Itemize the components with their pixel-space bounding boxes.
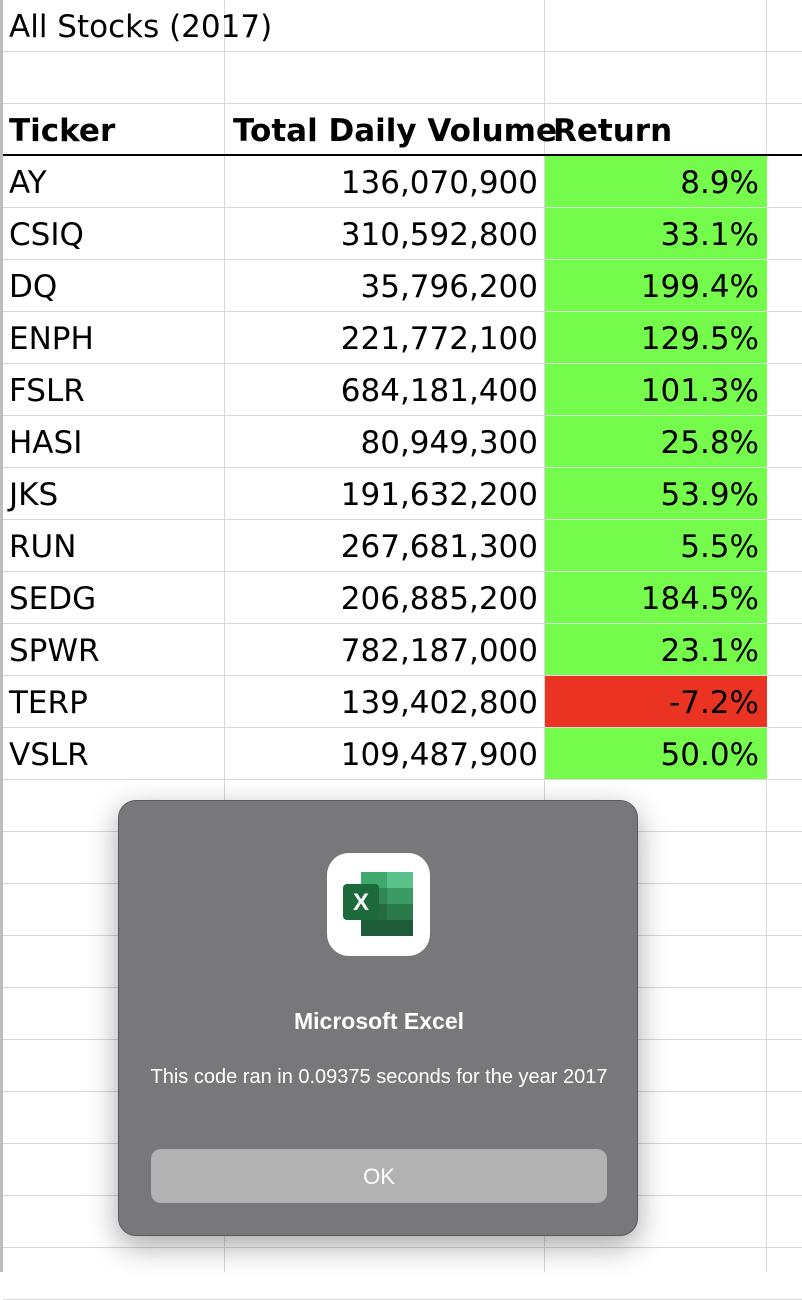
app-icon-tile: X bbox=[327, 853, 430, 956]
return-cell[interactable]: 8.9% bbox=[545, 156, 767, 207]
ticker-cell[interactable]: FSLR bbox=[9, 373, 85, 409]
ticker-cell[interactable]: DQ bbox=[9, 269, 58, 305]
volume-cell[interactable]: 684,181,400 bbox=[340, 373, 538, 409]
volume-cell[interactable]: 267,681,300 bbox=[340, 529, 538, 565]
dialog-title: Microsoft Excel bbox=[294, 1008, 464, 1034]
sheet-row-title: All Stocks (2017) bbox=[3, 0, 802, 52]
volume-cell[interactable]: 136,070,900 bbox=[340, 165, 538, 201]
table-row: SEDG 206,885,200 184.5% bbox=[3, 572, 802, 624]
ticker-cell[interactable]: AY bbox=[9, 165, 47, 201]
table-row: CSIQ 310,592,800 33.1% bbox=[3, 208, 802, 260]
table-row: HASI 80,949,300 25.8% bbox=[3, 416, 802, 468]
ticker-cell[interactable]: SEDG bbox=[9, 581, 97, 617]
ticker-cell[interactable]: TERP bbox=[9, 685, 88, 721]
volume-cell[interactable]: 139,402,800 bbox=[340, 685, 538, 721]
ticker-cell[interactable]: VSLR bbox=[9, 737, 89, 773]
return-cell[interactable]: 23.1% bbox=[545, 624, 767, 675]
return-cell[interactable]: 5.5% bbox=[545, 520, 767, 571]
table-row: SPWR 782,187,000 23.1% bbox=[3, 624, 802, 676]
table-row: JKS 191,632,200 53.9% bbox=[3, 468, 802, 520]
table-row: TERP 139,402,800 -7.2% bbox=[3, 676, 802, 728]
excel-icon: X bbox=[343, 872, 413, 936]
volume-cell[interactable]: 35,796,200 bbox=[360, 269, 539, 305]
return-cell[interactable]: 101.3% bbox=[545, 364, 767, 415]
table-row: ENPH 221,772,100 129.5% bbox=[3, 312, 802, 364]
sheet-row-empty bbox=[3, 52, 802, 104]
return-cell[interactable]: 25.8% bbox=[545, 416, 767, 467]
table-row: RUN 267,681,300 5.5% bbox=[3, 520, 802, 572]
table-row: DQ 35,796,200 199.4% bbox=[3, 260, 802, 312]
return-cell[interactable]: 199.4% bbox=[545, 260, 767, 311]
sheet-left-border bbox=[0, 0, 3, 1272]
header-return[interactable]: Return bbox=[553, 113, 673, 149]
ticker-cell[interactable]: SPWR bbox=[9, 633, 100, 669]
ok-button[interactable]: OK bbox=[151, 1149, 607, 1203]
volume-cell[interactable]: 191,632,200 bbox=[340, 477, 538, 513]
return-cell[interactable]: 53.9% bbox=[545, 468, 767, 519]
ticker-cell[interactable]: HASI bbox=[9, 425, 83, 461]
table-row: VSLR 109,487,900 50.0% bbox=[3, 728, 802, 780]
ticker-cell[interactable]: RUN bbox=[9, 529, 77, 565]
return-cell[interactable]: 184.5% bbox=[545, 572, 767, 623]
sheet-title-cell[interactable]: All Stocks (2017) bbox=[9, 9, 273, 45]
return-cell[interactable]: -7.2% bbox=[545, 676, 767, 727]
dialog-message: This code ran in 0.09375 seconds for the… bbox=[150, 1066, 608, 1088]
ticker-cell[interactable]: JKS bbox=[9, 477, 59, 513]
alert-dialog: X Microsoft Excel This code ran in 0.093… bbox=[118, 800, 638, 1236]
volume-cell[interactable]: 310,592,800 bbox=[340, 217, 538, 253]
table-row: AY 136,070,900 8.9% bbox=[3, 156, 802, 208]
volume-cell[interactable]: 206,885,200 bbox=[340, 581, 538, 617]
return-cell[interactable]: 50.0% bbox=[545, 728, 767, 779]
volume-cell[interactable]: 80,949,300 bbox=[360, 425, 539, 461]
volume-cell[interactable]: 221,772,100 bbox=[340, 321, 538, 357]
volume-cell[interactable]: 109,487,900 bbox=[340, 737, 538, 773]
ticker-cell[interactable]: ENPH bbox=[9, 321, 94, 357]
header-volume[interactable]: Total Daily Volume bbox=[233, 113, 558, 149]
sheet-header-row: Ticker Total Daily Volume Return bbox=[3, 104, 802, 156]
return-cell[interactable]: 129.5% bbox=[545, 312, 767, 363]
table-row: FSLR 684,181,400 101.3% bbox=[3, 364, 802, 416]
return-cell[interactable]: 33.1% bbox=[545, 208, 767, 259]
empty-grid-row bbox=[3, 1196, 802, 1248]
volume-cell[interactable]: 782,187,000 bbox=[340, 633, 538, 669]
empty-grid-row bbox=[3, 1248, 802, 1300]
ticker-cell[interactable]: CSIQ bbox=[9, 217, 84, 253]
svg-text:X: X bbox=[353, 889, 369, 916]
header-ticker[interactable]: Ticker bbox=[9, 113, 116, 149]
